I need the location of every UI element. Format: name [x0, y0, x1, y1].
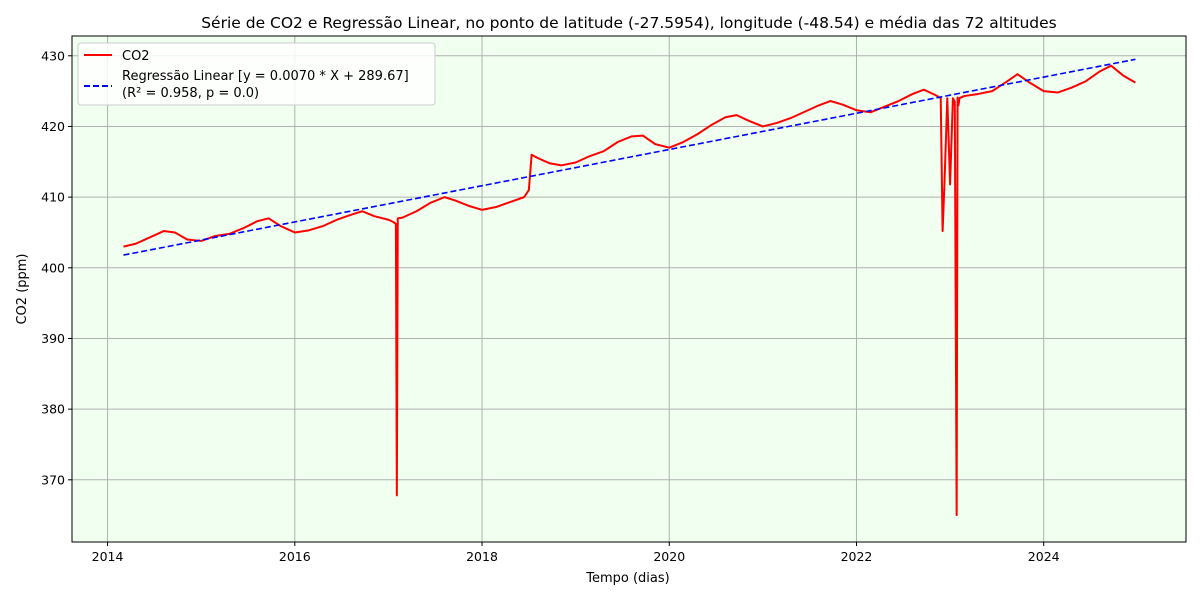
- y-tick-label: 390: [41, 331, 65, 346]
- series-layer: [123, 58, 1136, 517]
- legend-box: [77, 42, 436, 106]
- x-tick-label: 2020: [653, 549, 685, 564]
- x-tick-label: 2022: [841, 549, 873, 564]
- legend-label-regression-line2: (R² = 0.958, p = 0.0): [122, 86, 259, 101]
- grid: [72, 36, 1186, 542]
- x-tick-label: 2018: [466, 549, 498, 564]
- chart-title: Série de CO2 e Regressão Linear, no pont…: [201, 14, 1057, 32]
- plot-background: [72, 36, 1186, 542]
- series-line-regression: [123, 58, 1136, 256]
- legend-label-regression-line1: Regressão Linear [y = 0.0070 * X + 289.6…: [122, 69, 409, 84]
- y-tick-label: 410: [41, 190, 65, 205]
- x-tick-label: 2014: [92, 549, 124, 564]
- y-tick-label: 420: [41, 119, 65, 134]
- x-tick-label: 2024: [1028, 549, 1060, 564]
- ticks: 2014 2016 2018 2020 2022 2024 370 380 390 400 410 4…: [41, 48, 1060, 564]
- y-tick-label: 400: [41, 260, 65, 275]
- legend: CO2 Regressão Linear [y = 0.0070 * X + 2…: [77, 42, 436, 106]
- x-axis-label: Tempo (dias): [585, 571, 669, 586]
- x-tick-label: 2016: [279, 549, 311, 564]
- y-tick-label: 370: [41, 472, 65, 487]
- y-axis-label: CO2 (ppm): [15, 253, 30, 324]
- y-tick-label: 380: [41, 402, 65, 417]
- y-tick-label: 430: [41, 48, 65, 63]
- plot-frame: [71, 35, 1187, 543]
- legend-label-co2: CO2: [122, 49, 150, 64]
- series-line-co2: [123, 64, 1136, 517]
